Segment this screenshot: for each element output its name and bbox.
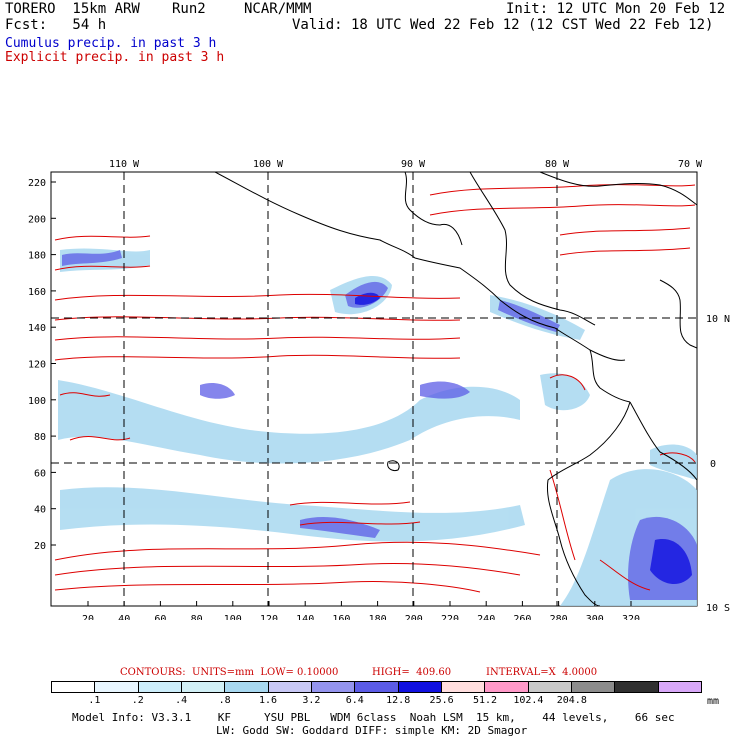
legend-labels: .1 .2 .4 .8 1.6 3.2 6.4 12.8 25.6 51.2 102.4 204.8: [51, 695, 702, 707]
legend-label: 204.8: [556, 695, 587, 706]
contour-units: CONTOURS: UNITS=mm LOW= 0.10000: [120, 667, 339, 678]
grid-y-tick-label: 40: [34, 505, 46, 516]
grid-y-tick-label: 200: [28, 214, 46, 225]
lon-label-110w: 110 W: [109, 159, 140, 170]
grid-y-tick-label: 100: [28, 396, 46, 407]
legend-label: .2: [131, 695, 144, 706]
legend-label: 12.8: [386, 695, 411, 706]
legend-swatch: [398, 682, 442, 692]
lon-label-90w: 90 W: [401, 159, 426, 170]
grid-x-tick-label: 320: [622, 614, 640, 620]
legend-label: 25.6: [429, 695, 454, 706]
legend-swatch: [52, 682, 96, 692]
legend-label: .1: [88, 695, 101, 706]
grid-x-tick-label: 100: [224, 614, 242, 620]
grid-x-tick-label: 220: [441, 614, 459, 620]
grid-x-tick-label: 180: [369, 614, 387, 620]
legend-swatch: [138, 682, 182, 692]
legend-swatch: [95, 682, 139, 692]
coastlines: [214, 172, 697, 606]
model-name: TORERO 15km ARW: [5, 1, 140, 17]
grid-x-tick-label: 240: [477, 614, 495, 620]
grid-x-tick-label: 140: [296, 614, 314, 620]
valid-time: Valid: 18 UTC Wed 22 Feb 12 (12 CST Wed …: [292, 17, 714, 33]
legend-swatch: [268, 682, 312, 692]
lon-label-80w: 80 W: [545, 159, 570, 170]
precip-map: 110 W 100 W 90 W 80 W 70 W 10 N 0 10 S 2…: [28, 159, 730, 620]
legend-label: 102.4: [513, 695, 544, 706]
lon-label-70w: 70 W: [678, 159, 703, 170]
legend-units: mm: [707, 696, 720, 707]
lat-label-0: 0: [710, 459, 716, 470]
color-legend: [51, 681, 702, 693]
legend-swatch: [485, 682, 529, 692]
grid-x-tick-label: 40: [118, 614, 130, 620]
legend-swatch: [441, 682, 486, 692]
legend-swatch: [355, 682, 399, 692]
legend-swatch: [528, 682, 572, 692]
run-label: Run2: [172, 1, 206, 17]
lat-label-10s: 10 S: [706, 603, 730, 614]
explicit-precip-contours: [54, 184, 696, 593]
grid-x-tick-label: 80: [191, 614, 203, 620]
grid-x-tick-label: 160: [332, 614, 350, 620]
grid-x-tick-label: 120: [260, 614, 278, 620]
legend-swatch: [311, 682, 356, 692]
grid-y-tick-label: 60: [34, 468, 46, 479]
org-label: NCAR/MMM: [244, 1, 312, 17]
grid-y-tick-label: 120: [28, 360, 46, 371]
grid-x-tick-label: 60: [154, 614, 166, 620]
legend-label: .4: [175, 695, 188, 706]
lat-label-10n: 10 N: [706, 314, 730, 325]
grid-x-tick-label: 200: [405, 614, 423, 620]
legend-swatch: [225, 682, 269, 692]
grid-x-tick-label: 260: [513, 614, 531, 620]
grid-y-tick-label: 220: [28, 178, 46, 189]
lon-label-100w: 100 W: [253, 159, 284, 170]
legend-label: 3.2: [302, 695, 321, 706]
contour-high: HIGH= 409.60: [372, 667, 452, 678]
field-explicit-label: Explicit precip. in past 3 h: [5, 50, 225, 65]
contour-interval: INTERVAL=X 4.0000: [486, 667, 598, 678]
field-cumulus-label: Cumulus precip. in past 3 h: [5, 36, 217, 51]
grid-x-tick-label: 20: [82, 614, 94, 620]
grid-x-tick-label: 300: [586, 614, 604, 620]
grid-y-tick-label: 180: [28, 251, 46, 262]
model-physics: LW: Godd SW: Goddard DIFF: simple KM: 2D…: [216, 724, 528, 737]
legend-label: .8: [218, 695, 231, 706]
legend-label: 1.6: [258, 695, 278, 706]
latlon-grid: [51, 172, 697, 606]
forecast-hour: Fcst: 54 h: [5, 17, 107, 33]
init-time: Init: 12 UTC Mon 20 Feb 12: [506, 1, 726, 17]
model-info: Model Info: V3.3.1 KF YSU PBL WDM 6class…: [72, 711, 675, 724]
legend-label: 6.4: [345, 695, 364, 706]
grid-y-tick-label: 80: [34, 432, 46, 443]
legend-swatch: [571, 682, 616, 692]
legend-label: 51.2: [472, 695, 498, 706]
legend-swatch: [181, 682, 226, 692]
legend-swatch: [658, 682, 701, 692]
grid-y-tick-label: 160: [28, 287, 46, 298]
grid-y-tick-label: 20: [34, 541, 46, 552]
legend-swatch: [615, 682, 659, 692]
grid-y-tick-label: 140: [28, 323, 46, 334]
grid-x-tick-label: 280: [550, 614, 568, 620]
